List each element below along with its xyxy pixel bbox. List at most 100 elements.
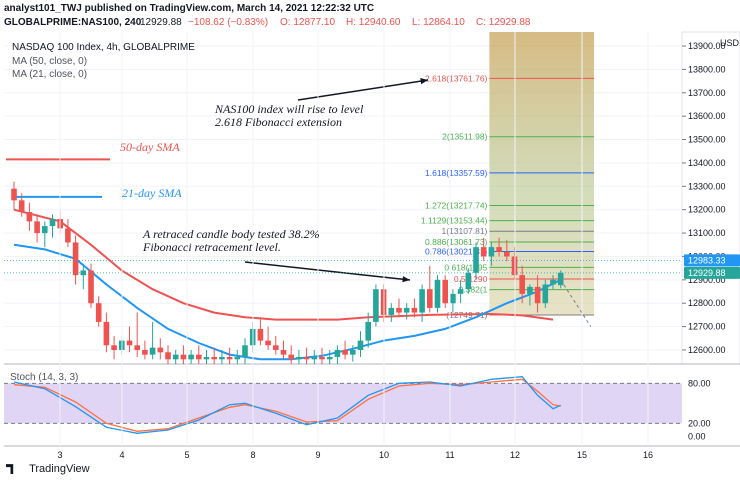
candle-body	[534, 286, 541, 304]
candle-body	[11, 188, 17, 201]
candle-body	[396, 307, 402, 313]
publisher-text: analyst101_TWJ published on TradingView.…	[4, 3, 375, 14]
candle-body	[88, 270, 94, 304]
candle-body	[288, 354, 294, 360]
candle-body	[265, 340, 271, 346]
candle-body	[26, 212, 33, 222]
price-tick-label: 13400.00	[688, 158, 726, 168]
candle-body	[496, 247, 502, 252]
stoch-d-line	[13, 378, 561, 432]
price-tick-label: 12900.00	[688, 275, 726, 285]
candle-body	[49, 219, 56, 227]
candle-body	[257, 328, 264, 341]
fib-level-label: 0.886(13061.73)	[425, 237, 488, 247]
candle-body	[211, 356, 217, 360]
price-tick-label: 13700.00	[688, 88, 726, 98]
fib-level-label: 1.1129(13153.44)	[421, 216, 488, 226]
candle-body	[550, 279, 556, 285]
price-tick-label: 13200.00	[688, 205, 726, 215]
price-axis	[681, 31, 740, 365]
candle-body	[303, 356, 310, 360]
time-tick-label: 15	[577, 450, 587, 460]
candle-body	[419, 289, 425, 313]
candle-body	[165, 352, 171, 360]
price-tick-label: 13300.00	[688, 181, 726, 191]
symbol-header: GLOBALPRIME:NAS100, 240 12929.88 −108.62…	[0, 16, 740, 30]
candle-body	[80, 270, 87, 276]
price-tick-label: 12800.00	[688, 298, 726, 308]
candle-body	[95, 303, 102, 322]
price-marker-box	[684, 254, 740, 267]
candle-body	[219, 356, 225, 360]
ma50-line	[13, 208, 554, 321]
candle-body	[319, 356, 325, 360]
ma50-legend: MA (50, close, 0)	[12, 56, 88, 67]
tradingview-brand: TradingView	[29, 463, 90, 476]
price-tick-label: 13800.00	[688, 64, 726, 74]
candle-body	[450, 293, 456, 304]
time-tick-label: 16	[643, 450, 653, 460]
candle-body	[480, 247, 487, 257]
price-tick-label: 13600.00	[688, 111, 726, 121]
candle-body	[403, 307, 410, 313]
price-tick-label: 12700.00	[688, 322, 726, 332]
candle-body	[365, 321, 371, 341]
sma21-annotation: 21-day SMA	[122, 186, 182, 200]
fib-level-label: 1(13107.81)	[442, 226, 488, 236]
candle-body	[126, 340, 133, 346]
fib-note-line1: NAS100 index will rise to level	[215, 102, 364, 116]
candle-body	[157, 347, 164, 353]
candle-body	[42, 226, 48, 234]
candle-body	[149, 347, 156, 355]
time-tick-label: 5	[184, 450, 189, 460]
candle-body	[350, 349, 356, 355]
candle-body	[142, 349, 148, 355]
candle-body	[442, 279, 448, 304]
ma21-legend: MA (21, close, 0)	[12, 69, 88, 80]
tradingview-footer: TradingView	[6, 463, 90, 475]
candle-body	[180, 354, 187, 360]
candle-body	[427, 289, 433, 308]
candle-body	[434, 279, 441, 308]
candle-body	[373, 289, 379, 322]
fib-level-label: 2.618(13761.76)	[425, 73, 488, 83]
candle-body	[527, 286, 533, 294]
candle-body	[203, 356, 210, 360]
candle-body	[34, 221, 40, 234]
candle-body	[103, 321, 110, 346]
fib-level-label: 2(13511.98)	[442, 132, 487, 142]
price-marker-label: 12929.88	[688, 268, 726, 278]
candle-body	[334, 349, 341, 357]
candle-body	[504, 251, 510, 257]
candle-body	[172, 354, 179, 360]
fib-level-label: 0.618(1295	[444, 262, 487, 272]
price-tick-label: 13500.00	[688, 135, 726, 145]
candle-body	[188, 354, 194, 360]
candle-arrow-head	[402, 276, 410, 283]
stoch-tick-label: 20.00	[688, 418, 711, 428]
candle-body	[280, 349, 287, 355]
stoch-tick-label: 0.00	[688, 432, 706, 442]
candle-body	[111, 345, 117, 350]
candle-arrow	[244, 261, 411, 281]
time-tick-label: 4	[119, 450, 124, 460]
candle-body	[242, 345, 248, 357]
price-tick-label: 13100.00	[688, 228, 726, 238]
ohlc-close: C: 12929.88	[476, 17, 531, 28]
price-tick-label: 13900.00	[688, 41, 726, 51]
candle-body	[311, 356, 318, 360]
ohlc-high: H: 12940.60	[346, 17, 401, 28]
stoch-tick-label: 80.00	[688, 378, 711, 388]
candle-note-line2: Fibonacci retracement level.	[143, 240, 281, 254]
last-price: 12929.88	[140, 17, 182, 28]
time-tick-label: 11	[445, 450, 454, 460]
candle-body	[134, 345, 140, 350]
fib-level-label: 0.382(1	[459, 285, 488, 295]
price-marker-label: 12983.33	[688, 255, 726, 265]
fib-level-label: 1.272(13217.74)	[425, 201, 488, 211]
candle-body	[296, 356, 302, 360]
candle-note-line1: A retraced candle body tested 38.2%	[143, 227, 320, 241]
stoch-k-line	[13, 376, 561, 434]
